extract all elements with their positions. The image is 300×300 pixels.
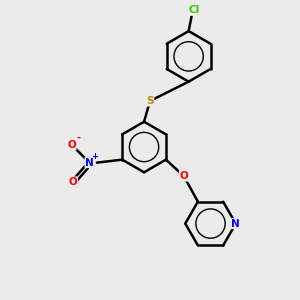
Text: S: S (146, 96, 154, 106)
Text: Cl: Cl (189, 5, 200, 15)
Text: N: N (231, 219, 240, 229)
Text: O: O (179, 171, 188, 181)
Text: +: + (91, 152, 98, 160)
Text: O: O (69, 177, 77, 187)
Text: N: N (85, 158, 94, 168)
Text: O: O (67, 140, 76, 150)
Text: -: - (76, 132, 80, 142)
